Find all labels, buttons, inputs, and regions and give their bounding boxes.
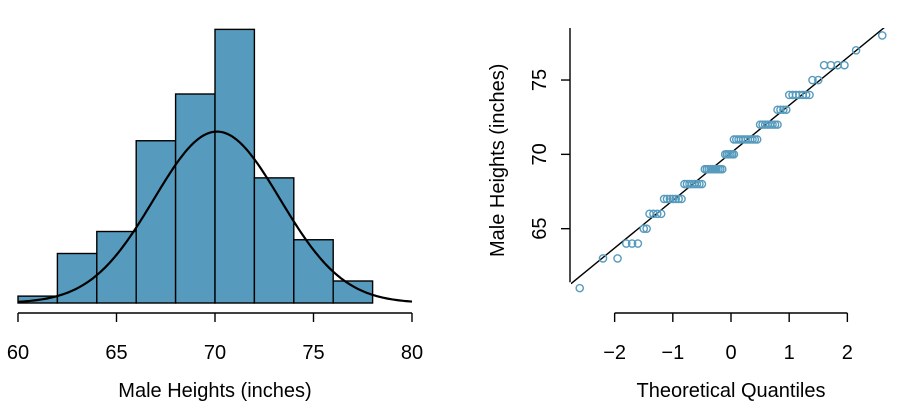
qq-point (801, 90, 811, 100)
histogram-bar (56, 252, 98, 304)
normal-density-curve (17, 130, 413, 303)
qq-point (813, 75, 823, 85)
qq-point (575, 283, 585, 293)
qq-point (781, 105, 791, 115)
histogram-bar (174, 93, 216, 304)
qq-x-tick-label: 2 (842, 342, 853, 364)
qq-point (779, 105, 788, 115)
qq-point (668, 194, 678, 204)
qq-point (808, 75, 817, 85)
qq-point (653, 209, 662, 219)
qq-x-tick-label: −1 (661, 342, 684, 364)
qq-x-tick-label: 1 (784, 342, 795, 364)
qq-point (671, 194, 681, 204)
qq-point (642, 224, 651, 233)
histogram-panel: 60 65 70 75 80 Male Heights (inches) (7, 28, 423, 402)
qq-point (613, 254, 622, 263)
qq-y-tick-label: 70 (529, 143, 551, 165)
qq-x-tick-label: 0 (725, 342, 736, 364)
qq-point (773, 105, 782, 115)
qq-point (697, 179, 707, 189)
qq-point (633, 239, 643, 248)
qq-point (665, 194, 675, 204)
qq-point (840, 60, 849, 70)
qq-point (752, 135, 762, 144)
histogram-bar (332, 280, 374, 304)
histogram-x-tick-label: 75 (302, 342, 324, 364)
qq-point (773, 120, 782, 129)
histogram-bar (253, 177, 295, 304)
qq-points (575, 31, 887, 293)
histogram-x-tick-label: 70 (204, 342, 226, 364)
qq-point (805, 90, 814, 100)
qq-y-ticks: 65 70 75 (529, 69, 570, 240)
histogram-bars (17, 28, 374, 304)
qq-y-tick-label: 65 (529, 218, 551, 240)
qq-point (768, 120, 777, 129)
qq-x-tick-label: −2 (603, 342, 626, 364)
qq-x-axis-title: Theoretical Quantiles (637, 380, 826, 402)
histogram-x-tick-label: 65 (105, 342, 127, 364)
qq-point (776, 105, 785, 115)
qq-y-tick-label: 75 (529, 69, 551, 91)
qq-plot-panel: −2 −1 0 1 2 65 70 75 Theoretical Quantiles Mal… (487, 28, 887, 402)
qq-point (877, 31, 887, 40)
qq-point (639, 224, 649, 233)
qq-point (656, 209, 666, 219)
qq-point (677, 194, 686, 204)
histogram-bar (214, 28, 256, 304)
histogram-x-tick-label: 80 (401, 342, 423, 364)
qq-point (659, 194, 669, 204)
qq-point (729, 150, 739, 159)
histogram-x-ticks: 60 65 70 75 80 (7, 313, 423, 364)
histogram-x-tick-label: 60 (7, 342, 29, 364)
qq-point (674, 194, 683, 204)
qq-x-ticks: −2 −1 0 1 2 (603, 313, 853, 364)
qq-point (851, 45, 861, 55)
qq-point (598, 254, 608, 263)
histogram-x-axis-title: Male Heights (inches) (118, 380, 311, 402)
qq-point (621, 239, 631, 248)
qq-point (770, 120, 780, 129)
histogram-bar (96, 230, 137, 304)
qq-point (627, 239, 637, 248)
qq-point (695, 179, 704, 189)
qq-point (692, 179, 702, 189)
histogram-bar (135, 140, 177, 304)
qq-point (717, 164, 727, 174)
qq-point (662, 194, 672, 204)
qq-y-axis-title: Male Heights (inches) (487, 64, 509, 257)
